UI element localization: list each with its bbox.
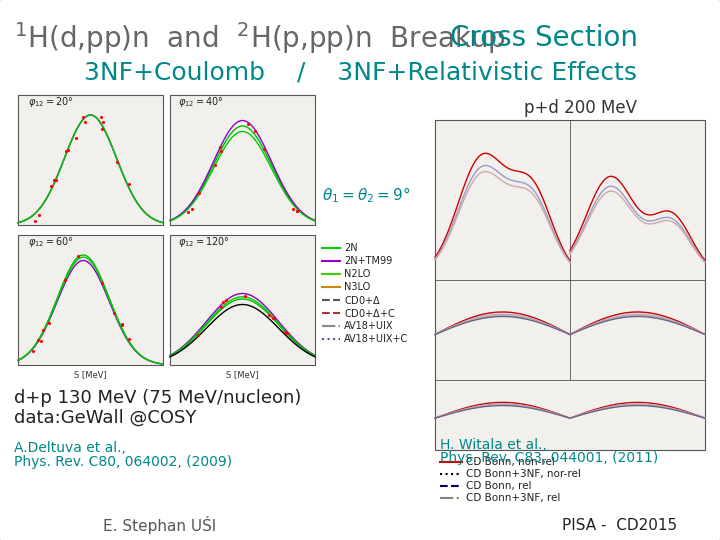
Text: S [MeV]: S [MeV]	[225, 370, 258, 379]
Bar	[170, 95, 315, 225]
Text: AV18+UIX: AV18+UIX	[344, 321, 394, 331]
Text: data:GeWall @COSY: data:GeWall @COSY	[14, 409, 197, 427]
Text: PISA -  CD2015: PISA - CD2015	[562, 517, 678, 532]
Text: CD Bonn+3NF, rel: CD Bonn+3NF, rel	[466, 493, 560, 503]
Bar	[435, 120, 705, 450]
Text: Phys. Rev. C80, 064002, (2009): Phys. Rev. C80, 064002, (2009)	[14, 455, 232, 469]
Text: AV18+UIX+C: AV18+UIX+C	[344, 334, 408, 344]
Text: $\varphi_{12}=120°$: $\varphi_{12}=120°$	[178, 235, 230, 249]
Text: CD Bonn, rel: CD Bonn, rel	[466, 481, 531, 491]
Text: 3NF+Coulomb    /    3NF+Relativistic Effects: 3NF+Coulomb / 3NF+Relativistic Effects	[84, 60, 636, 84]
Text: E. Stephan UŚl: E. Stephan UŚl	[104, 516, 217, 534]
Text: Phys. Rev. C83, 044001, (2011): Phys. Rev. C83, 044001, (2011)	[440, 451, 658, 465]
Text: $\theta_1=\theta_2=9°$: $\theta_1=\theta_2=9°$	[322, 185, 410, 205]
Text: CD0+$\Delta$: CD0+$\Delta$	[344, 294, 382, 306]
Bar	[18, 235, 163, 365]
Text: d+p 130 MeV (75 MeV/nucleon): d+p 130 MeV (75 MeV/nucleon)	[14, 389, 302, 407]
Text: A.Deltuva et al.,: A.Deltuva et al.,	[14, 441, 126, 455]
Text: CD0+$\Delta$+C: CD0+$\Delta$+C	[344, 307, 396, 319]
Text: $\varphi_{12}=60°$: $\varphi_{12}=60°$	[28, 235, 73, 249]
Text: 2N: 2N	[344, 243, 358, 253]
Bar	[18, 95, 163, 225]
Text: 2N+TM99: 2N+TM99	[344, 256, 392, 266]
Text: $\varphi_{12}=20°$: $\varphi_{12}=20°$	[28, 95, 73, 109]
Text: $\varphi_{12}=40°$: $\varphi_{12}=40°$	[178, 95, 224, 109]
Text: N2LO: N2LO	[344, 269, 370, 279]
Bar	[170, 235, 315, 365]
Text: S [MeV]: S [MeV]	[73, 370, 107, 379]
Text: Cross Section: Cross Section	[450, 24, 638, 52]
Text: N3LO: N3LO	[344, 282, 370, 292]
Text: CD Bonn, non-rel: CD Bonn, non-rel	[466, 457, 555, 467]
Text: CD Bonn+3NF, nor-rel: CD Bonn+3NF, nor-rel	[466, 469, 581, 479]
Text: p+d 200 MeV: p+d 200 MeV	[523, 99, 636, 117]
Text: H. Witala et al.,: H. Witala et al.,	[440, 438, 547, 452]
Text: $^{1}$H(d,pp)n  and  $^{2}$H(p,pp)n  Breakup: $^{1}$H(d,pp)n and $^{2}$H(p,pp)n Breaku…	[14, 20, 516, 56]
